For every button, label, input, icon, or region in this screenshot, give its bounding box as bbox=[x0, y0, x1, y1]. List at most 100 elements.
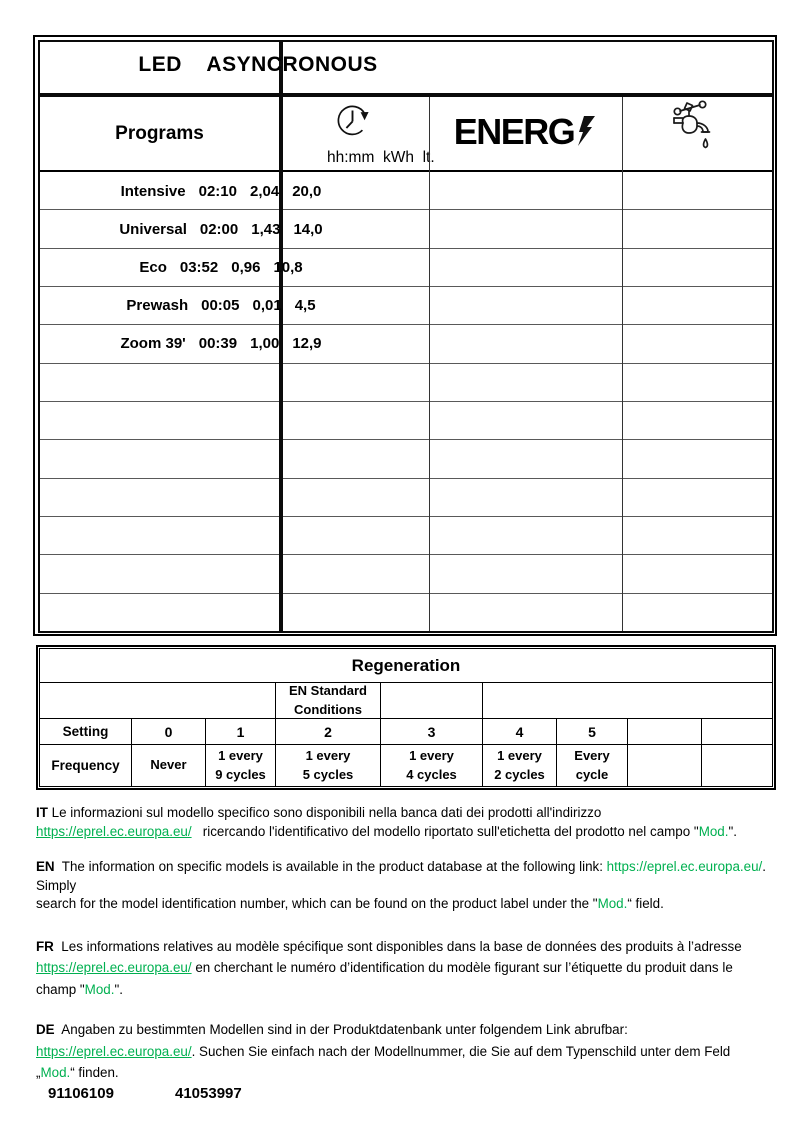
frequency-value: Every cycle bbox=[557, 745, 628, 786]
program-time: 00:05 bbox=[201, 296, 240, 314]
program-time: 02:10 bbox=[198, 182, 237, 200]
program-row-universal: Universal 02:00 1,43 14,0 bbox=[38, 210, 404, 248]
setting-value: 4 bbox=[483, 719, 557, 745]
program-kwh: 1,00 bbox=[250, 334, 280, 352]
program-row-intensive: Intensive 02:10 2,04 20,0 bbox=[38, 172, 404, 210]
text-segment: Mod. bbox=[698, 823, 729, 839]
program-kwh: 0,96 bbox=[231, 258, 261, 276]
table-row bbox=[40, 440, 279, 479]
text-segment: ". bbox=[114, 981, 123, 997]
title-cell-right bbox=[281, 40, 774, 95]
table-row bbox=[283, 594, 772, 631]
column-divider bbox=[622, 97, 624, 631]
duration-clock-icon bbox=[333, 100, 377, 144]
part-code-right: 41053997 bbox=[175, 1085, 242, 1102]
frequency-value bbox=[702, 745, 772, 786]
table-row bbox=[283, 364, 772, 402]
text-segment: Mod. bbox=[40, 1065, 71, 1080]
program-name: Universal bbox=[119, 220, 187, 238]
table-row bbox=[283, 440, 772, 479]
text-segment: Le informazioni sul modello specifico so… bbox=[51, 805, 602, 820]
text-segment: ricercando l'identificativo del modello … bbox=[191, 823, 699, 839]
eprel-link[interactable]: https://eprel.ec.europa.eu/ bbox=[36, 823, 192, 839]
setting-row-label: Setting bbox=[40, 719, 132, 745]
programs-left-rows bbox=[40, 172, 279, 631]
frequency-value: 1 every 5 cycles bbox=[276, 745, 381, 786]
table-row bbox=[40, 479, 279, 517]
text-segment: Mod. bbox=[597, 896, 628, 911]
program-name: Zoom 39' bbox=[120, 334, 186, 352]
text-segment: en cherchant le numéro d’identification … bbox=[36, 960, 733, 997]
water-tap-icon bbox=[622, 99, 769, 171]
lightning-bolt-icon bbox=[574, 116, 597, 147]
column-divider bbox=[429, 97, 431, 631]
paragraph-de: DE Angaben zu bestimmten Modellen sind i… bbox=[36, 1019, 796, 1084]
part-code-left: 91106109 bbox=[48, 1085, 114, 1102]
program-kwh: 2,04 bbox=[250, 182, 280, 200]
text-segment: Angaben zu bestimmten Modellen sind in d… bbox=[61, 1022, 628, 1037]
table-row bbox=[283, 479, 772, 517]
text-segment: “ field. bbox=[627, 896, 664, 911]
reg-empty-cell bbox=[40, 683, 276, 719]
units-label: hh:mm kWh lt. bbox=[327, 149, 435, 166]
icons-header-row: hh:mm kWh lt. ENERG bbox=[283, 97, 772, 172]
program-time: 02:00 bbox=[199, 220, 239, 238]
programs-table-outer-border bbox=[33, 35, 777, 636]
programs-right-rows bbox=[283, 172, 772, 631]
title-cell-left bbox=[38, 40, 281, 95]
table-row bbox=[40, 287, 279, 326]
table-row bbox=[283, 517, 772, 556]
text-segment: ". bbox=[728, 823, 737, 839]
regeneration-table: Regeneration EN Standard Conditions Sett… bbox=[36, 645, 776, 790]
table-row bbox=[40, 172, 279, 211]
frequency-value bbox=[628, 745, 702, 786]
frequency-value: 1 every 9 cycles bbox=[206, 745, 276, 786]
text-segment: The information on specific models is av… bbox=[54, 859, 607, 874]
frequency-row-label: Frequency bbox=[40, 745, 132, 786]
program-liters: 12,9 bbox=[292, 334, 322, 352]
eprel-info-text: IT Le informazioni sul modello specifico… bbox=[36, 804, 796, 1084]
program-row-prewash: Prewash 00:05 0,01 4,5 bbox=[38, 286, 404, 324]
table-row bbox=[40, 402, 279, 441]
table-row bbox=[40, 555, 279, 594]
frequency-value: 1 every 4 cycles bbox=[381, 745, 483, 786]
table-row bbox=[40, 594, 279, 631]
program-name: Intensive bbox=[120, 182, 186, 200]
program-row-zoom39: Zoom 39' 00:39 1,00 12,9 bbox=[38, 324, 404, 362]
table-row bbox=[283, 555, 772, 594]
en-standard-conditions-label: EN Standard Conditions bbox=[276, 683, 381, 719]
eprel-link[interactable]: https://eprel.ec.europa.eu/ bbox=[606, 859, 763, 874]
energy-logo-text: ENERG bbox=[453, 111, 576, 152]
page-title: LED ASYNCRONOUS bbox=[138, 53, 378, 76]
table-row bbox=[40, 210, 279, 249]
eprel-link[interactable]: https://eprel.ec.europa.eu/ bbox=[36, 1043, 192, 1059]
reg-empty-cell bbox=[483, 683, 772, 719]
eprel-link[interactable]: https://eprel.ec.europa.eu/ bbox=[36, 960, 192, 975]
setting-value: 3 bbox=[381, 719, 483, 745]
table-row bbox=[283, 287, 772, 326]
setting-value: 2 bbox=[276, 719, 381, 745]
setting-value bbox=[628, 719, 702, 745]
program-kwh: 1,43 bbox=[251, 220, 281, 238]
frequency-value: Never bbox=[132, 745, 206, 786]
table-row bbox=[40, 325, 279, 364]
programs-right-columns: hh:mm kWh lt. ENERG bbox=[281, 95, 774, 633]
text-segment: . Simply search for the model identifica… bbox=[36, 859, 766, 911]
table-row bbox=[283, 325, 772, 364]
table-row bbox=[283, 249, 772, 287]
text-segment: . Suchen Sie einfach nach der Modellnumm… bbox=[36, 1043, 731, 1081]
programs-left-column: Programs bbox=[38, 95, 281, 633]
text-segment: “ finden. bbox=[70, 1065, 119, 1080]
table-row bbox=[40, 517, 279, 556]
energy-logo: ENERG bbox=[429, 97, 622, 167]
setting-value bbox=[702, 719, 772, 745]
table-row bbox=[40, 249, 279, 287]
programs-header: Programs bbox=[40, 97, 279, 172]
text-segment: EN bbox=[36, 859, 55, 874]
program-liters: 4,5 bbox=[294, 296, 316, 314]
paragraph-en: EN The information on specific models is… bbox=[36, 858, 796, 914]
paragraph-it: IT Le informazioni sul modello specifico… bbox=[36, 804, 796, 841]
text-segment: Mod. bbox=[84, 981, 115, 997]
program-time: 03:52 bbox=[179, 258, 219, 276]
